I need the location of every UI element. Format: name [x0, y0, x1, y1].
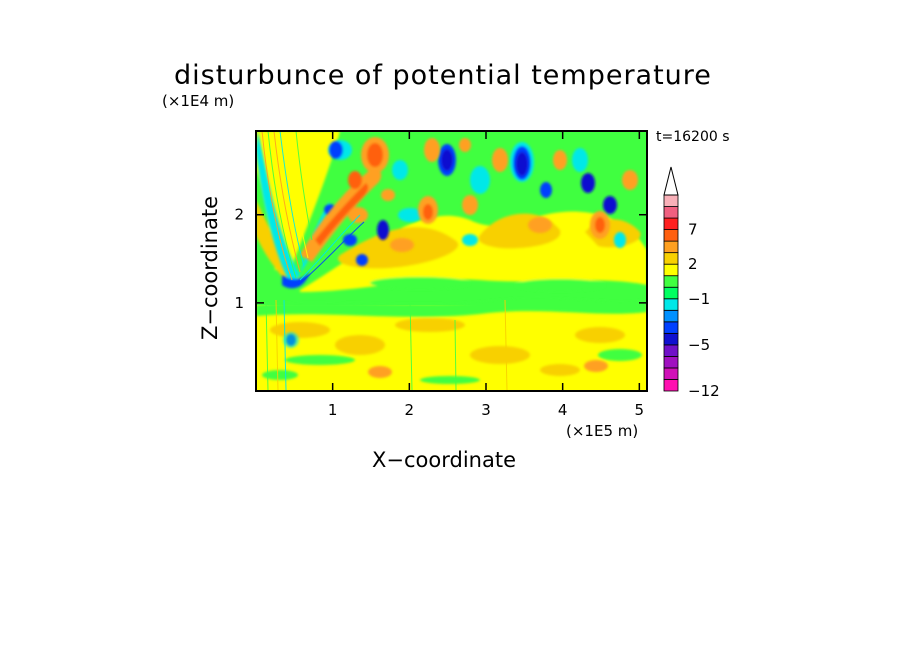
colorbar-swatch [663, 321, 679, 334]
x-ticks: 1 2 3 4 5 [328, 131, 644, 419]
x-tick-label: 2 [405, 401, 415, 419]
x-tick-label: 5 [635, 401, 645, 419]
colorbar-swatch [663, 252, 679, 265]
colorbar-swatch [663, 286, 679, 300]
colorbar-swatch [663, 309, 679, 323]
colorbar-swatch [663, 263, 679, 277]
x-unit-label: (×1E5 m) [566, 422, 639, 440]
colorbar-swatch [663, 229, 679, 242]
chart-title: disturbunce of potential temperature [174, 60, 712, 91]
upper-wave-band [256, 131, 647, 292]
y-unit-label: (×1E4 m) [162, 92, 235, 110]
colorbar-tick-label: −5 [688, 336, 710, 354]
y-ticks: 12 [234, 206, 647, 312]
colorbar-tick-label: −1 [688, 290, 710, 308]
x-axis-label: X−coordinate [372, 448, 516, 472]
time-annotation: t=16200 s [656, 129, 730, 145]
colorbar-tick-label: −12 [688, 382, 720, 400]
lower-layer-texture [256, 298, 647, 384]
plot-frame [255, 130, 648, 392]
x-tick-label: 4 [558, 401, 568, 419]
x-tick-label: 3 [481, 401, 491, 419]
colorbar-extend-arrow [663, 166, 679, 196]
colorbar-swatch [663, 332, 679, 346]
colorbar-tick-label: 2 [688, 255, 698, 273]
y-tick-label: 2 [234, 206, 244, 224]
x-tick-label: 1 [328, 401, 338, 419]
positive-anomalies [300, 137, 638, 262]
colorbar-swatch [663, 344, 679, 357]
colorbar-swatch [663, 194, 679, 207]
colorbar: −12−5−127 [663, 166, 720, 400]
plume-streaks [261, 131, 508, 391]
colorbar-tick-label: 7 [688, 221, 698, 239]
colorbar-swatch [663, 379, 679, 392]
y-tick-label: 1 [234, 294, 244, 312]
colorbar-swatch [663, 217, 679, 230]
contour-field [256, 131, 647, 391]
colorbar-swatch [663, 356, 679, 369]
colorbar-swatch [663, 275, 679, 288]
colorbar-swatch [663, 206, 679, 219]
colorbar-swatch [663, 298, 679, 311]
colorbar-swatch [663, 240, 679, 254]
colorbar-swatch [663, 367, 679, 380]
